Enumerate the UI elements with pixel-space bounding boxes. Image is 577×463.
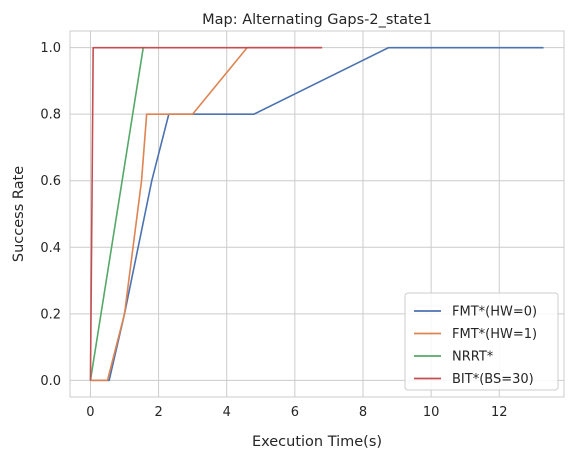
series-line-1	[90, 46, 323, 382]
legend-label: FMT*(HW=1)	[452, 327, 537, 342]
series-line-3	[89, 46, 323, 381]
legend-label: NRRT*	[452, 350, 494, 365]
x-tick-label: 10	[423, 405, 440, 420]
y-tick-label: 1.0	[40, 41, 61, 56]
x-axis-label: Execution Time(s)	[252, 434, 382, 450]
series-lines	[89, 46, 544, 382]
legend-label: BIT*(BS=30)	[452, 372, 534, 387]
y-tick-label: 0.2	[40, 307, 61, 322]
y-tick-label: 0.6	[40, 174, 61, 189]
y-tick-label: 0.0	[40, 374, 61, 389]
x-tick-label: 8	[359, 405, 367, 420]
y-tick-label: 0.8	[40, 108, 61, 123]
legend-label: FMT*(HW=0)	[452, 305, 537, 320]
legend: FMT*(HW=0) FMT*(HW=1) NRRT* BIT*(BS=30)	[404, 292, 559, 391]
y-tick-labels: 0.0 0.2 0.4 0.6 0.8 1.0	[40, 41, 61, 389]
x-tick-label: 4	[223, 405, 231, 420]
y-axis-label: Success Rate	[11, 166, 27, 262]
x-tick-label: 6	[291, 405, 299, 420]
x-tick-labels: 0 2 4 6 8 10 12	[86, 405, 507, 420]
x-tick-label: 0	[86, 405, 94, 420]
chart-title: Map: Alternating Gaps-2_state1	[202, 12, 432, 28]
x-tick-label: 12	[491, 405, 508, 420]
legend-box	[404, 292, 559, 391]
y-tick-label: 0.4	[40, 241, 61, 256]
plot-frame	[69, 30, 565, 398]
x-tick-label: 2	[154, 405, 162, 420]
series-line-0	[90, 46, 544, 382]
grid-lines	[70, 31, 564, 397]
